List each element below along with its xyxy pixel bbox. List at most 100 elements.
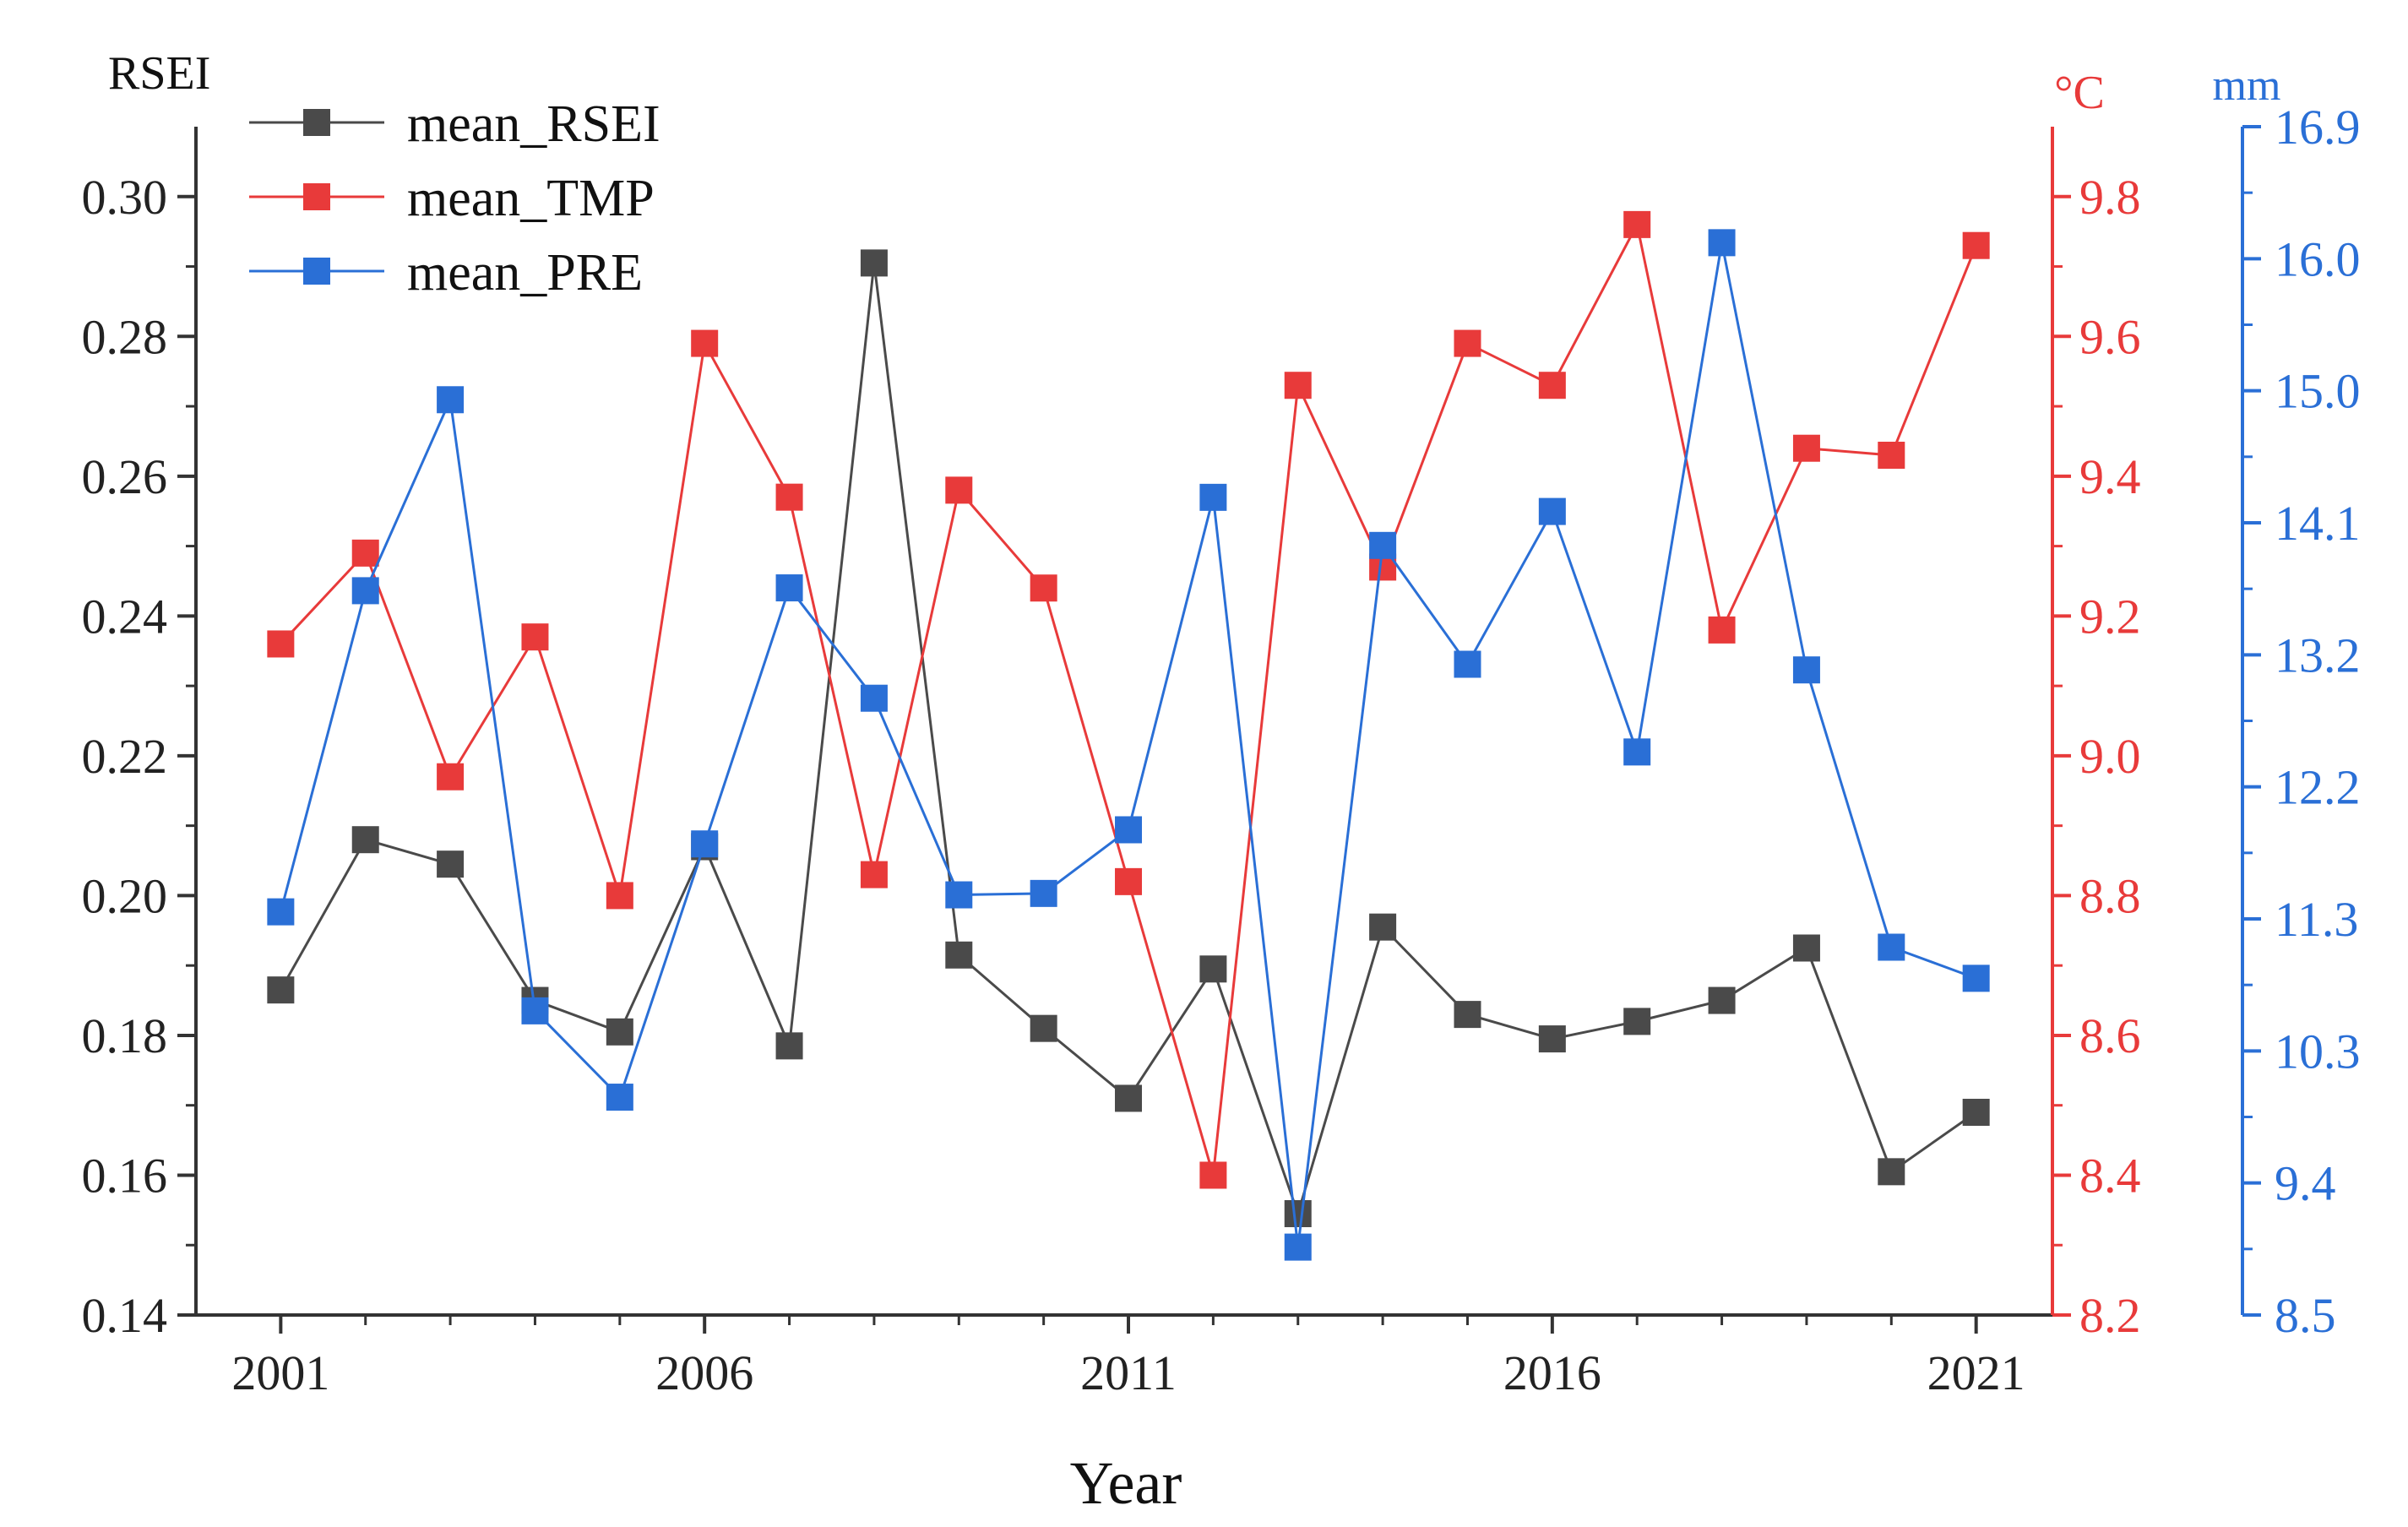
data-point-mean-tmp <box>691 329 719 357</box>
data-point-mean-rsei <box>1962 1098 1990 1126</box>
precipitation-axis-title: mm <box>2213 62 2281 110</box>
data-point-mean-pre <box>1878 933 1905 961</box>
data-point-mean-rsei <box>1369 913 1397 941</box>
legend-label: mean_PRE <box>407 244 643 302</box>
left-axis-tick-label: 0.28 <box>82 309 168 364</box>
data-point-mean-tmp <box>1878 441 1905 469</box>
data-point-mean-tmp <box>1623 210 1651 238</box>
data-point-mean-rsei <box>267 976 295 1004</box>
series-layer <box>267 210 1990 1261</box>
precipitation-axis-tick-label: 14.1 <box>2275 496 2361 551</box>
data-point-mean-pre <box>1199 483 1227 511</box>
data-point-mean-pre <box>1454 650 1481 678</box>
data-point-mean-pre <box>521 997 549 1024</box>
data-point-mean-pre <box>351 577 379 605</box>
legend-marker <box>303 109 330 136</box>
temperature-axis-tick-label: 9.4 <box>2079 449 2141 504</box>
data-point-mean-tmp <box>1708 616 1736 644</box>
data-point-mean-tmp <box>1454 329 1481 357</box>
precipitation-axis-tick-label: 8.5 <box>2275 1288 2336 1343</box>
left-axis-tick-label: 0.20 <box>82 868 168 923</box>
data-point-mean-pre <box>437 386 465 414</box>
data-point-mean-rsei <box>860 249 888 277</box>
precipitation-axis-tick-label: 12.2 <box>2275 760 2361 815</box>
data-point-mean-rsei <box>945 941 973 969</box>
data-point-mean-rsei <box>1115 1084 1143 1112</box>
data-point-mean-tmp <box>1792 434 1820 462</box>
data-point-mean-pre <box>1792 656 1820 684</box>
precipitation-axis-tick-label: 16.0 <box>2275 231 2361 286</box>
temperature-axis-tick-label: 8.8 <box>2079 868 2141 923</box>
legend-marker <box>303 258 330 285</box>
data-point-mean-tmp <box>1030 574 1057 602</box>
left-axis-title: RSEI <box>108 47 210 100</box>
data-point-mean-pre <box>1284 1233 1312 1261</box>
data-point-mean-pre <box>1708 229 1736 257</box>
data-point-mean-tmp <box>945 476 973 504</box>
data-point-mean-tmp <box>267 630 295 658</box>
left-axis-tick-label: 0.30 <box>82 170 168 225</box>
temperature-axis-tick-label: 9.8 <box>2079 170 2141 225</box>
precipitation-axis-tick-label: 9.4 <box>2275 1156 2336 1211</box>
data-point-mean-pre <box>606 1084 633 1111</box>
data-point-mean-tmp <box>606 882 633 910</box>
precipitation-axis-tick-label: 13.2 <box>2275 628 2361 682</box>
x-axis-tick-label: 2011 <box>1080 1345 1177 1400</box>
precipitation-axis-tick-label: 16.9 <box>2275 100 2361 155</box>
data-point-mean-rsei <box>1199 955 1227 983</box>
x-axis-title: Year <box>1070 1449 1182 1517</box>
axes-layer: 0.14 0.16 0.18 0.20 0.22 0.24 0.26 0.28 0.30 RSEI… <box>82 47 2361 1517</box>
left-axis-tick-label: 0.14 <box>82 1288 168 1343</box>
legend-label: mean_RSEI <box>407 95 660 153</box>
data-point-mean-tmp <box>860 861 888 888</box>
data-point-mean-tmp <box>775 483 803 511</box>
left-axis-tick-label: 0.24 <box>82 589 168 644</box>
data-point-mean-rsei <box>1284 1199 1312 1227</box>
data-point-mean-tmp <box>1962 231 1990 259</box>
data-point-mean-rsei <box>1538 1025 1566 1053</box>
left-axis-tick-label: 0.26 <box>82 449 168 504</box>
left-axis-tick-label: 0.16 <box>82 1148 168 1203</box>
data-point-mean-pre <box>775 574 803 602</box>
data-point-mean-tmp <box>1199 1161 1227 1189</box>
data-point-mean-pre <box>1623 738 1651 766</box>
series-line-mean-rsei <box>280 263 1977 1218</box>
data-point-mean-rsei <box>437 850 465 878</box>
data-point-mean-tmp <box>521 623 549 651</box>
data-point-mean-pre <box>691 830 719 858</box>
x-axis-tick-label: 2021 <box>1927 1345 2025 1400</box>
temperature-axis-tick-label: 8.4 <box>2079 1148 2141 1203</box>
precipitation-axis-tick-label: 11.3 <box>2275 892 2358 947</box>
data-point-mean-pre <box>1030 879 1057 907</box>
data-point-mean-pre <box>267 898 295 926</box>
temperature-axis-title: °C <box>2054 67 2105 119</box>
data-point-mean-rsei <box>1623 1008 1651 1035</box>
data-point-mean-tmp <box>1538 372 1566 399</box>
precipitation-axis-tick-label: 15.0 <box>2275 364 2361 419</box>
data-point-mean-rsei <box>351 826 379 854</box>
data-point-mean-rsei <box>1030 1014 1057 1042</box>
data-point-mean-pre <box>1962 965 1990 992</box>
series-line-mean-tmp <box>280 220 1978 1176</box>
x-axis-tick-label: 2006 <box>655 1345 753 1400</box>
data-point-mean-rsei <box>1708 986 1736 1014</box>
legend-marker <box>303 183 330 210</box>
left-axis-tick-label: 0.22 <box>82 729 168 784</box>
left-axis-tick-label: 0.18 <box>82 1008 168 1063</box>
temperature-axis-tick-label: 9.6 <box>2079 309 2141 364</box>
data-point-mean-tmp <box>1115 867 1143 895</box>
data-point-mean-tmp <box>1284 372 1312 399</box>
data-point-mean-rsei <box>775 1032 803 1060</box>
legend: mean_RSEI mean_TMP mean_PRE <box>249 95 660 302</box>
data-point-mean-rsei <box>606 1018 633 1046</box>
legend-label: mean_TMP <box>407 170 655 227</box>
temperature-axis-tick-label: 8.6 <box>2079 1008 2141 1063</box>
data-point-mean-pre <box>1115 816 1143 844</box>
data-point-mean-tmp <box>351 539 379 567</box>
x-axis-tick-label: 2016 <box>1503 1345 1601 1400</box>
precipitation-axis-tick-label: 10.3 <box>2275 1024 2361 1079</box>
data-point-mean-tmp <box>437 763 465 791</box>
x-axis-tick-label: 2001 <box>231 1345 329 1400</box>
data-point-mean-rsei <box>1792 934 1820 962</box>
